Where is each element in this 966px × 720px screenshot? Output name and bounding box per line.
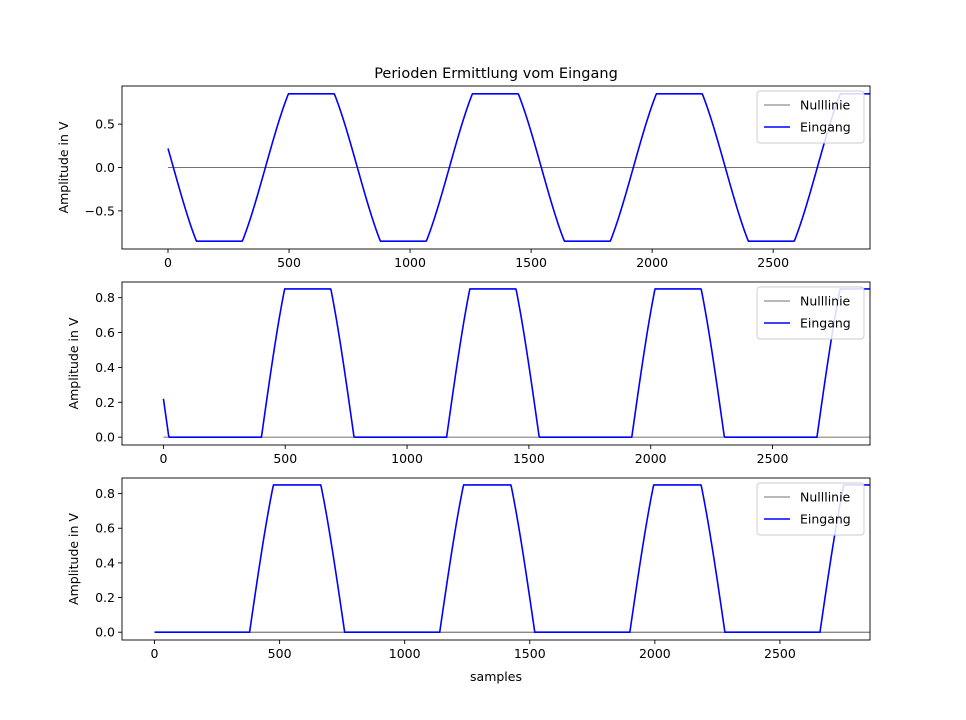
y-tick-label: 0.4 xyxy=(95,360,115,375)
y-tick-label: 0.0 xyxy=(95,625,115,640)
x-tick-label: 500 xyxy=(277,255,301,270)
y-tick-label: 0.2 xyxy=(95,590,115,605)
legend: Nulllinie Eingang xyxy=(756,90,865,144)
y-tick-label: 0.0 xyxy=(95,430,115,445)
x-tick-label: 2500 xyxy=(764,646,796,661)
x-tick-label: 2000 xyxy=(639,646,671,661)
y-tick-label: 0.5 xyxy=(95,117,115,132)
subplot-3: 0 500 1000 1500 2000 2500 0.0 0.2 0.4 0.6 0.8 Ampli… xyxy=(66,477,871,684)
x-tick-label: 1500 xyxy=(513,451,545,466)
x-tick-label: 1000 xyxy=(394,255,426,270)
x-tick-label: 0 xyxy=(159,451,167,466)
legend: Nulllinie Eingang xyxy=(756,482,865,536)
y-tick-label: 0.0 xyxy=(95,160,115,175)
legend-box xyxy=(756,90,865,144)
x-tick-label: 1500 xyxy=(514,646,546,661)
legend-box xyxy=(756,482,865,536)
legend-label-eingang: Eingang xyxy=(800,316,851,331)
x-axis-label: samples xyxy=(470,669,522,684)
subplot-1: 0 500 1000 1500 2000 2500 −0.5 0.0 0.5 Amplitude … xyxy=(56,66,871,270)
y-axis-label: Amplitude in V xyxy=(66,317,81,409)
legend-label-nulllinie: Nulllinie xyxy=(800,490,851,505)
y-tick-label: 0.6 xyxy=(95,521,115,536)
x-tick-label: 2000 xyxy=(636,255,668,270)
x-tick-label: 2000 xyxy=(635,451,667,466)
x-tick-label: 1000 xyxy=(389,646,421,661)
legend-box xyxy=(756,286,865,340)
series-line-eingang xyxy=(162,288,870,438)
y-axis-label: Amplitude in V xyxy=(66,513,81,605)
x-tick-label: 1500 xyxy=(515,255,547,270)
y-tick-label: 0.8 xyxy=(95,290,115,305)
axes-frame xyxy=(121,477,871,641)
legend: Nulllinie Eingang xyxy=(756,286,865,340)
series-line-eingang xyxy=(167,93,870,242)
y-tick-label: 0.2 xyxy=(95,395,115,410)
axes-frame xyxy=(121,281,871,446)
series-line-eingang xyxy=(154,484,870,634)
y-tick-label: 0.4 xyxy=(95,555,115,570)
chart-title: Perioden Ermittlung vom Eingang xyxy=(374,66,618,82)
legend-label-eingang: Eingang xyxy=(800,512,851,527)
x-tick-label: 0 xyxy=(151,646,159,661)
legend-label-nulllinie: Nulllinie xyxy=(800,294,851,309)
x-tick-label: 2500 xyxy=(757,451,789,466)
x-tick-label: 500 xyxy=(268,646,292,661)
x-tick-label: 0 xyxy=(164,255,172,270)
y-tick-label: −0.5 xyxy=(85,203,115,218)
x-tick-label: 1000 xyxy=(391,451,423,466)
legend-label-nulllinie: Nulllinie xyxy=(800,98,851,113)
legend-label-eingang: Eingang xyxy=(800,120,851,135)
x-tick-label: 500 xyxy=(273,451,297,466)
subplot-2: 0 500 1000 1500 2000 2500 0.0 0.2 0.4 0.6 0.8 Ampli… xyxy=(66,281,871,466)
y-tick-label: 0.8 xyxy=(95,486,115,501)
y-tick-label: 0.6 xyxy=(95,325,115,340)
x-tick-label: 2500 xyxy=(757,255,789,270)
y-axis-label: Amplitude in V xyxy=(56,121,71,213)
